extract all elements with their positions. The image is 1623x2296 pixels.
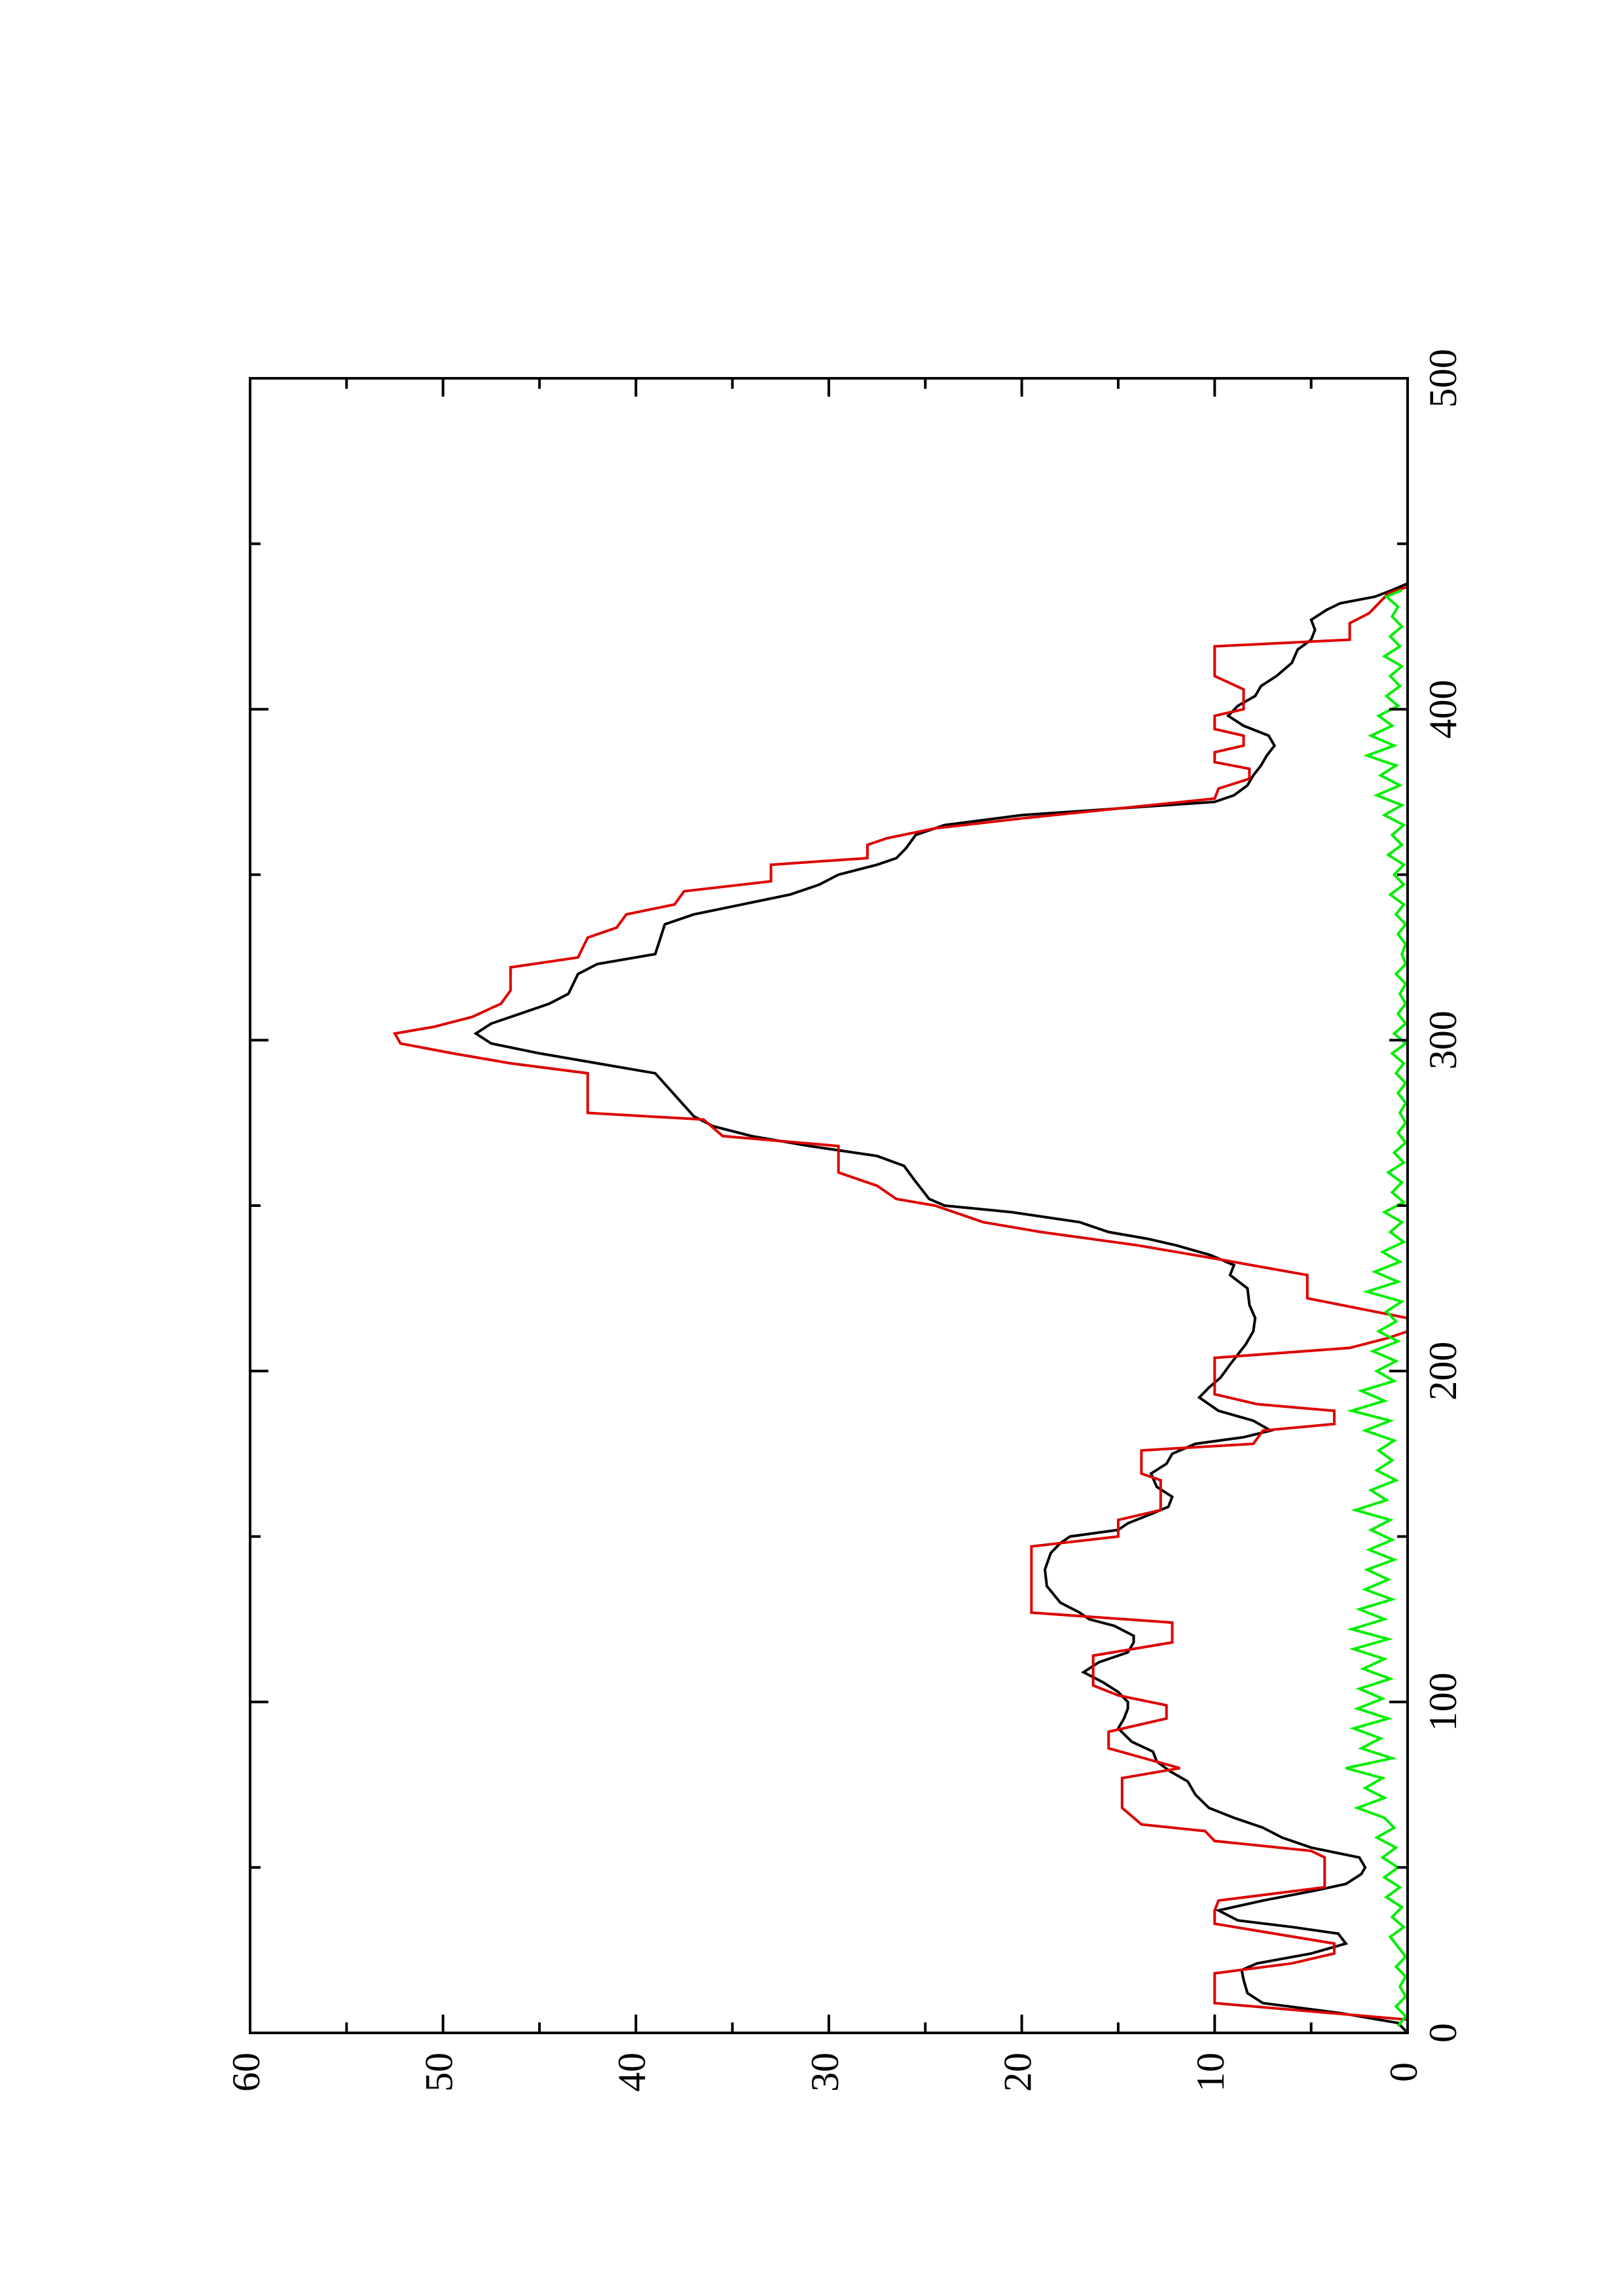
x-tick-label: 400 bbox=[1421, 680, 1465, 739]
series-line-2 bbox=[392, 585, 1409, 2033]
plot-frame bbox=[249, 377, 1409, 2034]
series-line-1 bbox=[473, 582, 1409, 2034]
y-tick-label: 40 bbox=[610, 2053, 653, 2092]
x-tick-label: 0 bbox=[1421, 2023, 1465, 2043]
y-tick-label: 60 bbox=[225, 2053, 268, 2092]
axis-tick-labels: 0 100 200 300 400 500 0 10 20 30 40 50 60 bbox=[225, 349, 1465, 2092]
x-tick-label: 500 bbox=[1421, 349, 1465, 408]
series-line-3 bbox=[1345, 588, 1408, 2028]
y-tick-label: 0 bbox=[1382, 2062, 1425, 2082]
y-tick-label: 10 bbox=[1189, 2053, 1232, 2092]
y-tick-label: 30 bbox=[803, 2053, 847, 2092]
x-tick-label: 300 bbox=[1421, 1011, 1465, 1069]
y-tick-label: 50 bbox=[417, 2053, 460, 2092]
x-tick-label: 100 bbox=[1421, 1672, 1465, 1731]
y-tick-label: 20 bbox=[996, 2053, 1039, 2092]
plot-area bbox=[392, 582, 1409, 2034]
x-tick-label: 200 bbox=[1421, 1342, 1465, 1401]
